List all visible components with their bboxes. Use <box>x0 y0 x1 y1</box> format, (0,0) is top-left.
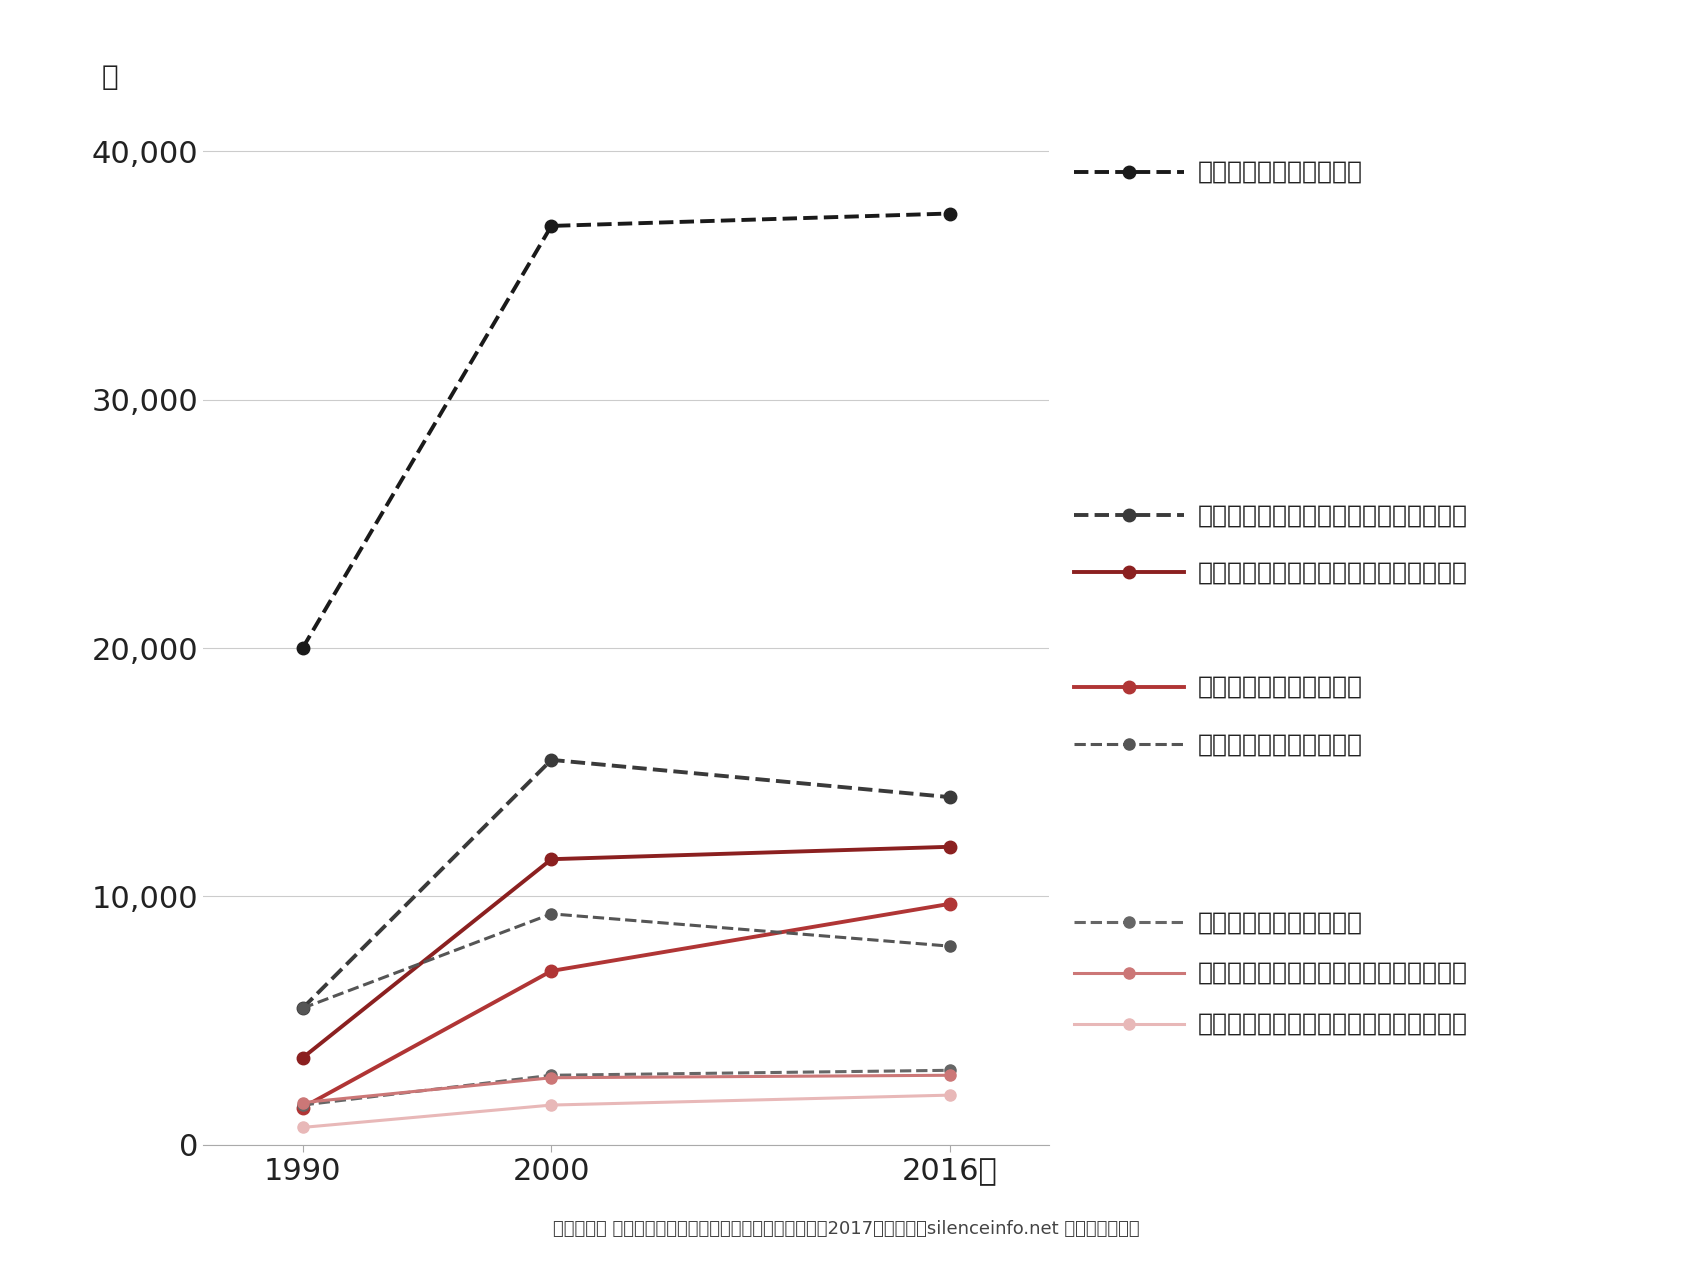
男性（博士）：人文・社会科学・その他 <box>939 1067 959 1082</box>
Line: 男性（修士）：自然科学: 男性（修士）：自然科学 <box>296 207 956 654</box>
男性（修士）：自然科学 <box>293 641 313 656</box>
男性（修士）：自然科学 <box>939 206 959 221</box>
男性（修士）：自然科学 <box>541 219 562 234</box>
男性（博士）：自然科学 <box>293 1001 313 1016</box>
男性（修士）：人文・社会科学・その他 <box>293 1001 313 1016</box>
女性（博士）：自然科学 <box>293 1098 313 1113</box>
女性（修士）：人文・社会科学・その他 <box>293 1051 313 1066</box>
女性（修士）：自然科学 <box>541 963 562 978</box>
女性（修士）：自然科学 <box>939 897 959 912</box>
Text: 人: 人 <box>102 64 118 92</box>
男性（博士）：自然科学 <box>939 939 959 954</box>
女性（博士）：自然科学 <box>939 1062 959 1077</box>
女性（博士）：自然科学 <box>541 1067 562 1082</box>
Text: 女性（修士）：人文・社会科学・その他: 女性（修士）：人文・社会科学・その他 <box>1198 561 1469 584</box>
Line: 女性（博士）：自然科学: 女性（博士）：自然科学 <box>298 1065 954 1110</box>
女性（博士）：人文・社会科学・その他 <box>541 1098 562 1113</box>
男性（博士）：人文・社会科学・その他 <box>541 1070 562 1085</box>
Text: 女性（博士）：人文・社会科学・その他: 女性（博士）：人文・社会科学・その他 <box>1198 1013 1469 1035</box>
Text: 女性（博士）：自然科学: 女性（博士）：自然科学 <box>1198 911 1364 934</box>
Text: 男性（博士）：人文・社会科学・その他: 男性（博士）：人文・社会科学・その他 <box>1198 962 1469 985</box>
女性（修士）：人文・社会科学・その他 <box>541 851 562 866</box>
Line: 男性（博士）：人文・社会科学・その他: 男性（博士）：人文・社会科学・その他 <box>298 1070 954 1108</box>
Text: 男性（修士）：自然科学: 男性（修士）：自然科学 <box>1198 160 1364 183</box>
Line: 女性（修士）：人文・社会科学・その他: 女性（修士）：人文・社会科学・その他 <box>296 841 956 1065</box>
女性（修士）：自然科学 <box>293 1100 313 1116</box>
Text: 男性（博士）：自然科学: 男性（博士）：自然科学 <box>1198 733 1364 756</box>
Line: 女性（修士）：自然科学: 女性（修士）：自然科学 <box>296 898 956 1114</box>
男性（博士）：人文・社会科学・その他 <box>293 1095 313 1110</box>
女性（博士）：人文・社会科学・その他 <box>293 1119 313 1135</box>
Line: 男性（修士）：人文・社会科学・その他: 男性（修士）：人文・社会科学・その他 <box>296 753 956 1015</box>
男性（修士）：人文・社会科学・その他 <box>939 790 959 805</box>
Text: 男性（修士）：人文・社会科学・その他: 男性（修士）：人文・社会科学・その他 <box>1198 504 1469 527</box>
Text: 文部科学省 科学技術・学術政策研究所、「科学技術指標2017」を基に、silenceinfo.net が加工・作成。: 文部科学省 科学技術・学術政策研究所、「科学技術指標2017」を基に、silen… <box>553 1220 1139 1238</box>
Line: 女性（博士）：人文・社会科学・その他: 女性（博士）：人文・社会科学・その他 <box>298 1090 954 1133</box>
男性（博士）：自然科学 <box>541 906 562 921</box>
女性（博士）：人文・社会科学・その他 <box>939 1088 959 1103</box>
Line: 男性（博士）：自然科学: 男性（博士）：自然科学 <box>298 908 954 1014</box>
Text: 女性（修士）：自然科学: 女性（修士）：自然科学 <box>1198 675 1364 698</box>
男性（修士）：人文・社会科学・その他 <box>541 752 562 767</box>
女性（修士）：人文・社会科学・その他 <box>939 840 959 855</box>
